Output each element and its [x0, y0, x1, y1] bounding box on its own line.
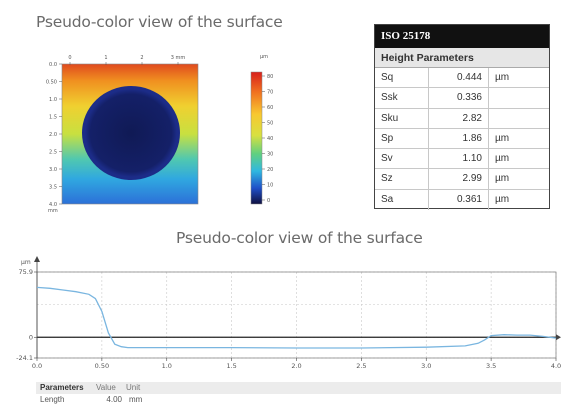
colorbar: [250, 71, 263, 205]
iso-param-unit: µm: [495, 193, 510, 205]
colorbar-tick-label: 20: [267, 167, 273, 173]
colorbar-tick-label: 50: [267, 120, 273, 126]
profile-x-tick-label: 1.0: [162, 362, 172, 370]
profile-x-tick-label: 3.0: [421, 362, 431, 370]
iso-param-row-sq: Sq 0.444 µm: [375, 68, 549, 89]
profile-x-tick-label: 1.5: [226, 362, 236, 370]
map-y-tick-label: 0.50: [46, 79, 57, 85]
iso-standard-header: ISO 25178: [375, 25, 549, 48]
surface-map-title: Pseudo-color view of the surface: [36, 13, 283, 31]
iso-param-value: 0.361: [429, 189, 489, 211]
map-x-tick-label: 1: [104, 55, 107, 61]
iso-height-parameters-table: ISO 25178 Height Parameters Sq 0.444 µm Ssk…: [374, 24, 550, 211]
iso-param-unit: µm: [495, 173, 510, 185]
profile-x-tick-label: 2.0: [291, 362, 301, 370]
profile-x-tick-label: 0.50: [95, 362, 109, 370]
iso-param-name: Sq: [375, 68, 429, 88]
iso-param-name: Sa: [375, 189, 429, 211]
iso-param-name: Sv: [375, 149, 429, 169]
map-y-unit: mm: [48, 208, 58, 214]
param-value: 4.00: [106, 395, 122, 404]
map-y-tick-label: 3.0: [49, 167, 57, 173]
iso-param-value: 0.336: [429, 88, 489, 108]
params-header-name: Parameters: [40, 383, 84, 392]
map-x-tick-label: 3 mm: [171, 55, 186, 61]
iso-param-row-sv: Sv 1.10 µm: [375, 149, 549, 170]
iso-param-unit: µm: [495, 132, 510, 144]
param-name: Length: [40, 395, 65, 404]
profile-parameters-table: Parameters Value Unit Length 4.00 mm: [36, 382, 561, 412]
iso-param-unit: µm: [495, 153, 510, 165]
iso-param-row-sz: Sz 2.99 µm: [375, 169, 549, 190]
map-y-tick-label: 0.0: [49, 62, 57, 68]
param-unit: mm: [129, 395, 143, 404]
map-y-tick-label: 2.5: [49, 149, 57, 155]
iso-param-row-sp: Sp 1.86 µm: [375, 128, 549, 150]
colorbar-tick-label: 0: [267, 198, 270, 204]
iso-param-value: 0.444: [429, 68, 489, 88]
iso-param-name: Sp: [375, 128, 429, 149]
iso-param-name: Ssk: [375, 88, 429, 108]
iso-param-name: Sz: [375, 169, 429, 189]
map-x-tick-label: 2: [140, 55, 143, 61]
colorbar-tick-label: 10: [267, 182, 273, 188]
height-parameters-subheader: Height Parameters: [375, 48, 549, 68]
profile-x-tick-label: 2.5: [356, 362, 366, 370]
profile-x-tick-label: 4.0: [551, 362, 561, 370]
params-header-row: Parameters Value Unit: [36, 382, 561, 394]
map-y-tick-label: 1.0: [49, 97, 57, 103]
profile-chart-title: Pseudo-color view of the surface: [176, 229, 423, 247]
colorbar-tick-label: 60: [267, 105, 273, 111]
iso-param-row-sa: Sa 0.361 µm: [375, 189, 549, 211]
iso-param-value: 2.82: [429, 108, 489, 128]
map-y-tick-label: 4.0: [49, 202, 57, 208]
params-header-value: Value: [96, 383, 116, 392]
map-y-tick-label: 3.5: [49, 184, 57, 190]
profile-series-line: [36, 286, 557, 349]
profile-chart: µm 75.9 0 -24.1 0.0 0.50 1.0 1.5 2.0 2.5 3.0 3.5 4.0: [0, 248, 561, 380]
map-y-tick-label: 1.5: [49, 114, 57, 120]
colorbar-tick-label: 30: [267, 151, 273, 157]
iso-param-unit: [489, 88, 549, 107]
iso-param-value: 1.10: [429, 149, 489, 169]
colorbar-tick-label: 40: [267, 136, 273, 142]
profile-x-tick-label: 0.0: [32, 362, 42, 370]
profile-y-tick-label: 0: [29, 333, 33, 341]
colorbar-tick-label: 80: [267, 74, 273, 80]
profile-x-tick-label: 3.5: [486, 362, 496, 370]
iso-param-value: 2.99: [429, 169, 489, 189]
colorbar-tick-label: 70: [267, 89, 273, 95]
map-y-tick-label: 2.0: [49, 132, 57, 138]
map-x-tick-label: 0: [68, 55, 71, 61]
iso-param-name: Sku: [375, 108, 429, 128]
iso-param-row-ssk: Ssk 0.336: [375, 88, 549, 109]
iso-param-row-sku: Sku 2.82: [375, 108, 549, 129]
profile-y-tick-label: 75.9: [19, 268, 33, 276]
params-header-unit: Unit: [126, 383, 141, 392]
profile-y-tick-label: -24.1: [16, 354, 33, 362]
profile-y-label: µm: [21, 259, 31, 266]
params-row: Length 4.00 mm: [36, 394, 561, 406]
y-axis-arrow-icon: [34, 256, 40, 262]
x-axis-arrow-icon: [556, 334, 561, 341]
iso-param-value: 1.86: [429, 128, 489, 149]
colorbar-unit: µm: [260, 54, 268, 60]
iso-param-unit: µm: [495, 72, 510, 83]
iso-param-unit: [489, 109, 549, 128]
